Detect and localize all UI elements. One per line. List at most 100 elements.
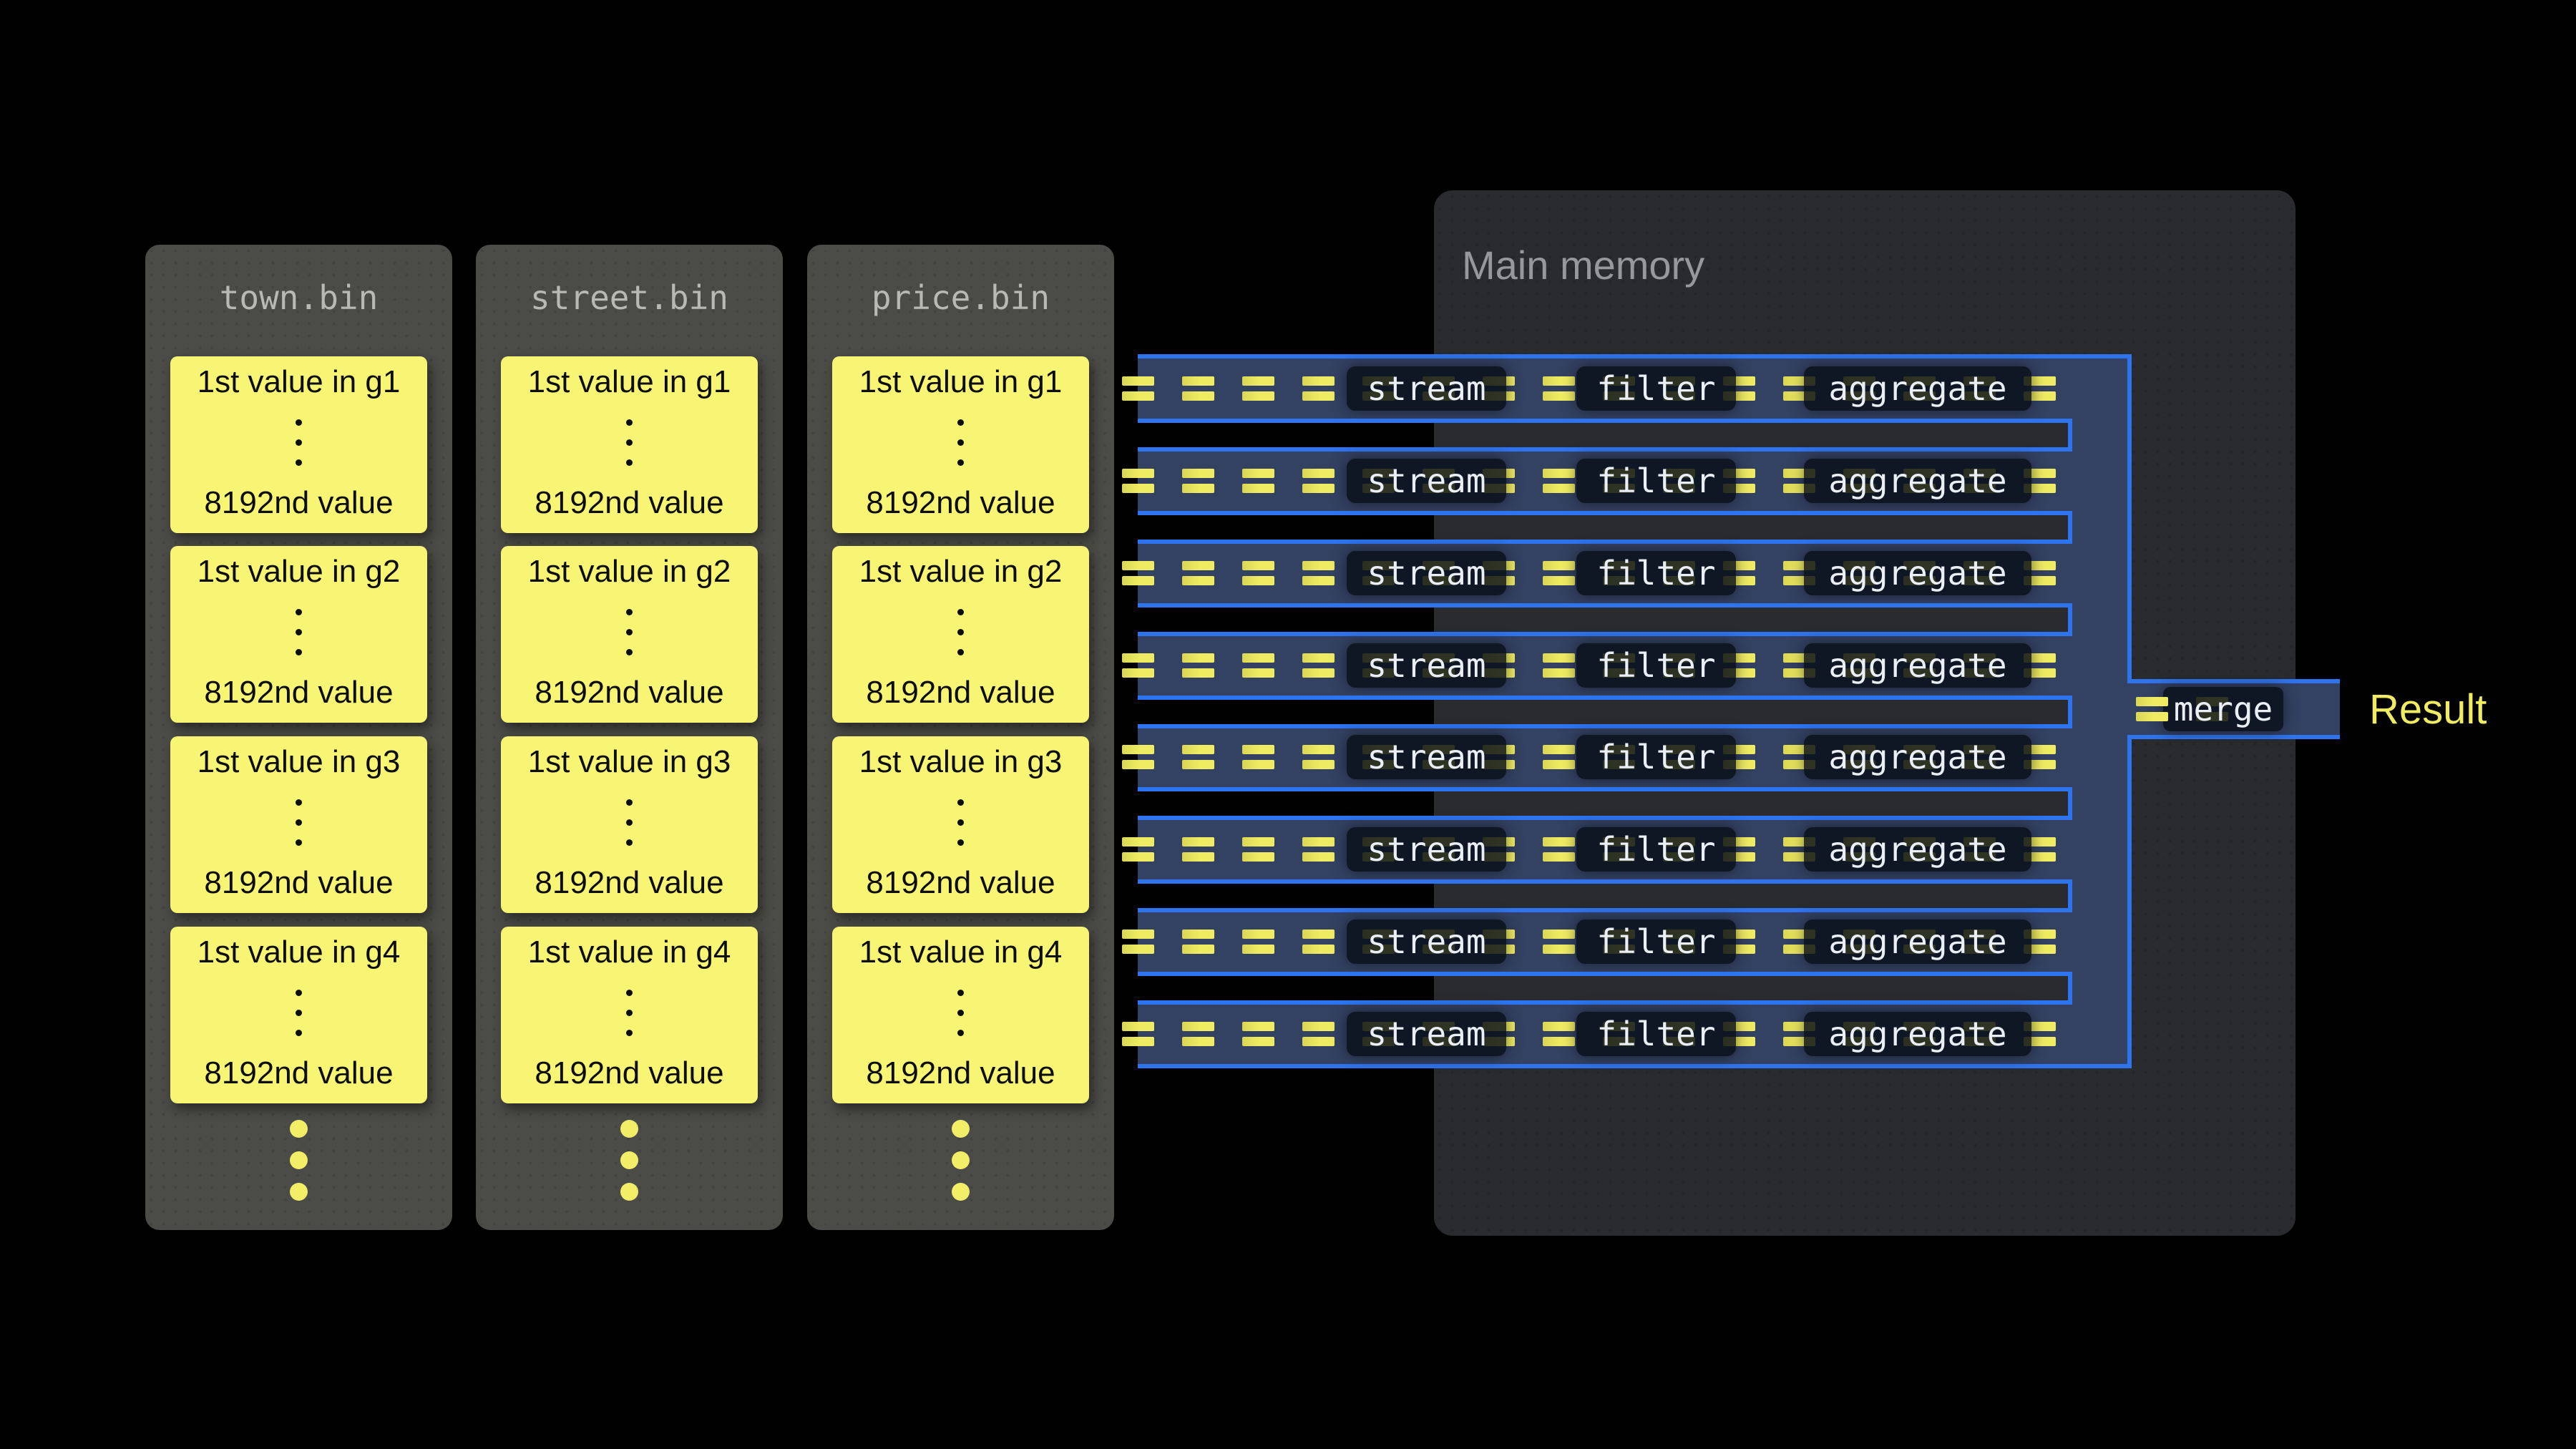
more-values-dot <box>620 1151 638 1169</box>
card-bottom-label: 8192nd value <box>535 485 724 520</box>
token-equals-icon <box>1543 653 1575 678</box>
operator-label: filter <box>1596 922 1716 961</box>
operator-label: stream <box>1367 922 1486 961</box>
operator-label: stream <box>1367 462 1486 500</box>
operator-label: filter <box>1596 830 1716 869</box>
operator-label: aggregate <box>1828 554 2007 592</box>
card-top-label: 1st value in g1 <box>859 364 1063 399</box>
pipeline-container: stream filter aggregate stream filter aggrega… <box>1122 354 2132 1068</box>
operator-box-stream: stream <box>1347 551 1506 595</box>
merge-operator-box: merge <box>2163 687 2283 731</box>
token-equals-icon <box>1122 561 1154 585</box>
value-card: 1st value in g4 8192nd value <box>501 927 758 1103</box>
ellipsis-dot <box>296 649 302 655</box>
operator-box-stream: stream <box>1347 459 1506 503</box>
card-bottom-label: 8192nd value <box>866 675 1055 710</box>
value-card: 1st value in g1 8192nd value <box>832 356 1089 533</box>
operator-box-aggregate: aggregate <box>1804 551 2031 595</box>
operator-box-aggregate: aggregate <box>1804 827 2031 872</box>
pipeline-row: stream filter aggregate <box>1122 819 2127 879</box>
file-column-street: street.bin 1st value in g1 8192nd value 1s… <box>476 245 783 1230</box>
pipeline-row: stream filter aggregate <box>1122 358 2127 419</box>
operator-box-aggregate: aggregate <box>1804 643 2031 688</box>
ellipsis-dot <box>626 459 633 466</box>
token-equals-icon <box>1543 837 1575 862</box>
operator-label: stream <box>1367 830 1486 869</box>
token-equals-icon <box>1302 1022 1335 1046</box>
card-top-label: 1st value in g1 <box>197 364 401 399</box>
token-equals-icon <box>1302 561 1335 585</box>
ellipsis-dot <box>957 609 964 615</box>
pipeline-row: stream filter aggregate <box>1122 543 2127 603</box>
operator-label: stream <box>1367 1015 1486 1053</box>
token-equals-icon <box>1302 469 1335 493</box>
more-values-dot <box>620 1183 638 1201</box>
more-values-dot <box>290 1183 308 1201</box>
token-equals-icon <box>2024 561 2056 585</box>
card-top-label: 1st value in g2 <box>859 554 1063 589</box>
ellipsis-dot <box>626 609 633 615</box>
more-values-dot <box>290 1151 308 1169</box>
card-bottom-label: 8192nd value <box>535 675 724 710</box>
operator-box-stream: stream <box>1347 366 1506 411</box>
operator-label: aggregate <box>1828 369 2007 408</box>
value-card: 1st value in g1 8192nd value <box>170 356 427 533</box>
ellipsis-dot <box>957 990 964 996</box>
token-equals-icon <box>1182 561 1214 585</box>
card-ellipsis <box>296 419 302 466</box>
token-equals-icon <box>2024 653 2056 678</box>
token-equals-icon <box>1242 930 1274 954</box>
ellipsis-dot <box>296 629 302 635</box>
buffer-slot <box>1138 419 2072 452</box>
more-values-dot <box>620 1120 638 1138</box>
value-card: 1st value in g4 8192nd value <box>170 927 427 1103</box>
token-equals-icon <box>1122 837 1154 862</box>
buffer-slot <box>1138 696 2072 728</box>
token-equals-icon <box>1543 745 1575 769</box>
ellipsis-dot <box>626 990 633 996</box>
operator-box-stream: stream <box>1347 919 1506 964</box>
card-bottom-label: 8192nd value <box>204 675 394 710</box>
token-equals-icon <box>2024 837 2056 862</box>
ellipsis-dot <box>957 799 964 806</box>
card-ellipsis <box>626 799 633 846</box>
operator-box-filter: filter <box>1576 459 1736 503</box>
operator-label: stream <box>1367 738 1486 776</box>
card-top-label: 1st value in g3 <box>197 744 401 779</box>
token-equals-icon <box>1182 1022 1214 1046</box>
token-equals-icon <box>1543 376 1575 401</box>
token-equals-icon <box>1543 561 1575 585</box>
value-card: 1st value in g3 8192nd value <box>832 736 1089 913</box>
value-card: 1st value in g3 8192nd value <box>501 736 758 913</box>
operator-label: stream <box>1367 369 1486 408</box>
token-equals-icon <box>1302 930 1335 954</box>
ellipsis-dot <box>296 990 302 996</box>
value-card: 1st value in g4 8192nd value <box>832 927 1089 1103</box>
value-card: 1st value in g2 8192nd value <box>832 546 1089 723</box>
card-top-label: 1st value in g2 <box>197 554 401 589</box>
operator-label: merge <box>2173 690 2273 728</box>
token-equals-icon <box>1242 1022 1274 1046</box>
operator-label: filter <box>1596 738 1716 776</box>
ellipsis-dot <box>957 1010 964 1016</box>
buffer-slot <box>1138 787 2072 820</box>
ellipsis-dot <box>296 1010 302 1016</box>
operator-box-stream: stream <box>1347 735 1506 779</box>
token-equals-icon <box>1543 469 1575 493</box>
card-bottom-label: 8192nd value <box>535 865 724 900</box>
operator-box-aggregate: aggregate <box>1804 735 2031 779</box>
ellipsis-dot <box>957 419 964 426</box>
ellipsis-dot <box>626 1030 633 1036</box>
ellipsis-dot <box>957 839 964 846</box>
operator-box-filter: filter <box>1576 1012 1736 1056</box>
operator-label: filter <box>1596 554 1716 592</box>
ellipsis-dot <box>626 419 633 426</box>
card-bottom-label: 8192nd value <box>535 1055 724 1091</box>
more-values-dot <box>952 1151 970 1169</box>
ellipsis-dot <box>957 1030 964 1036</box>
card-top-label: 1st value in g4 <box>859 935 1063 970</box>
result-label: Result <box>2369 686 2487 733</box>
operator-label: aggregate <box>1828 1015 2007 1053</box>
operator-box-filter: filter <box>1576 643 1736 688</box>
